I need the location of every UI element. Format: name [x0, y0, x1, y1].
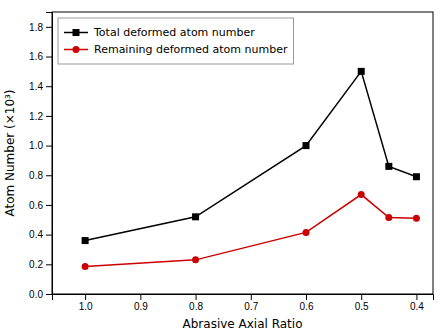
tick-label: 0.6	[29, 200, 43, 211]
tick-label: 0.0	[29, 289, 43, 300]
tick: 0.4	[29, 229, 52, 240]
point	[385, 214, 392, 221]
plot-frame	[52, 12, 433, 294]
tick-label: 1.8	[29, 22, 43, 33]
tick-mark	[196, 294, 197, 300]
point	[358, 191, 365, 198]
tick-label: 0.8	[29, 170, 43, 181]
tick-mark	[306, 294, 307, 300]
tick: 0.7	[244, 294, 258, 312]
tick-mark	[46, 235, 52, 236]
tick-mark	[46, 175, 52, 176]
point	[358, 68, 365, 75]
tick: 1.4	[29, 81, 52, 92]
x-axis-title: Abrasive Axial Ratio	[183, 317, 303, 331]
point	[82, 237, 89, 244]
point	[303, 142, 310, 149]
legend-marker	[73, 46, 80, 53]
tick-mark	[46, 86, 52, 87]
tick-mark	[85, 294, 86, 300]
tick-label: 1.2	[29, 111, 43, 122]
tick-mark	[46, 264, 52, 265]
plot: 1.00.90.80.70.60.50.40.00.20.40.60.81.01…	[29, 12, 433, 312]
point	[192, 256, 199, 263]
tick-mark	[46, 27, 52, 28]
x-axis: 1.0 0.9 0.8 0.7 0.6 0.5 0.4	[53, 294, 434, 312]
tick-mark	[46, 57, 52, 58]
tick: 0.0	[29, 289, 52, 300]
marks	[82, 68, 420, 270]
point	[413, 215, 420, 222]
y-axis-line	[46, 13, 53, 295]
y-axis: 0.0 0.2 0.4 0.6 0.8 1.0 1.2 1.4 1.6 1.8	[29, 13, 52, 300]
point	[385, 163, 392, 170]
tick: 0.8	[29, 170, 52, 181]
legend-marker	[73, 29, 80, 36]
tick-label: 0.9	[134, 301, 148, 312]
tick: 0.9	[134, 294, 148, 312]
tick-label: 0.5	[355, 301, 369, 312]
tick-mark	[361, 294, 362, 300]
tick-label: 1.4	[29, 81, 43, 92]
tick-label: 1.6	[29, 51, 43, 62]
legend-label: Total deformed atom number	[93, 26, 255, 39]
legend: Total deformed atom number Remaining defo…	[58, 18, 293, 64]
point	[303, 229, 310, 236]
tick: 1.8	[29, 22, 52, 33]
tick-mark	[416, 294, 417, 300]
series-line	[85, 71, 416, 240]
tick: 1.6	[29, 51, 52, 62]
tick-label: 0.6	[300, 301, 314, 312]
tick-mark	[46, 116, 52, 117]
legend-label: Remaining deformed atom number	[94, 43, 288, 56]
tick-label: 0.8	[189, 301, 203, 312]
tick: 0.5	[355, 294, 369, 312]
legend-box	[58, 18, 293, 64]
tick-label: 0.7	[244, 301, 258, 312]
tick-label: 0.4	[29, 229, 43, 240]
tick-label: 1.0	[29, 140, 43, 151]
tick-label: 1.0	[79, 301, 93, 312]
tick-mark	[46, 205, 52, 206]
point	[413, 173, 420, 180]
y-axis-title: Atom Number (×10³)	[3, 89, 17, 216]
chart: 1.00.90.80.70.60.50.40.00.20.40.60.81.01…	[0, 0, 447, 336]
tick: 1.0	[29, 140, 52, 151]
tick-mark	[46, 146, 52, 147]
tick-mark	[46, 294, 52, 295]
tick-mark	[140, 294, 141, 300]
tick-label: 0.2	[29, 259, 43, 270]
series-line	[85, 195, 416, 267]
x-axis-line	[53, 295, 434, 301]
tick: 0.8	[189, 294, 203, 312]
tick: 0.6	[29, 200, 52, 211]
point	[192, 213, 199, 220]
tick: 0.4	[410, 294, 424, 312]
tick: 1.2	[29, 111, 52, 122]
tick: 0.2	[29, 259, 52, 270]
point	[82, 263, 89, 270]
tick-label: 0.4	[410, 301, 424, 312]
tick-mark	[251, 294, 252, 300]
tick: 1.0	[79, 294, 93, 312]
tick: 0.6	[300, 294, 314, 312]
